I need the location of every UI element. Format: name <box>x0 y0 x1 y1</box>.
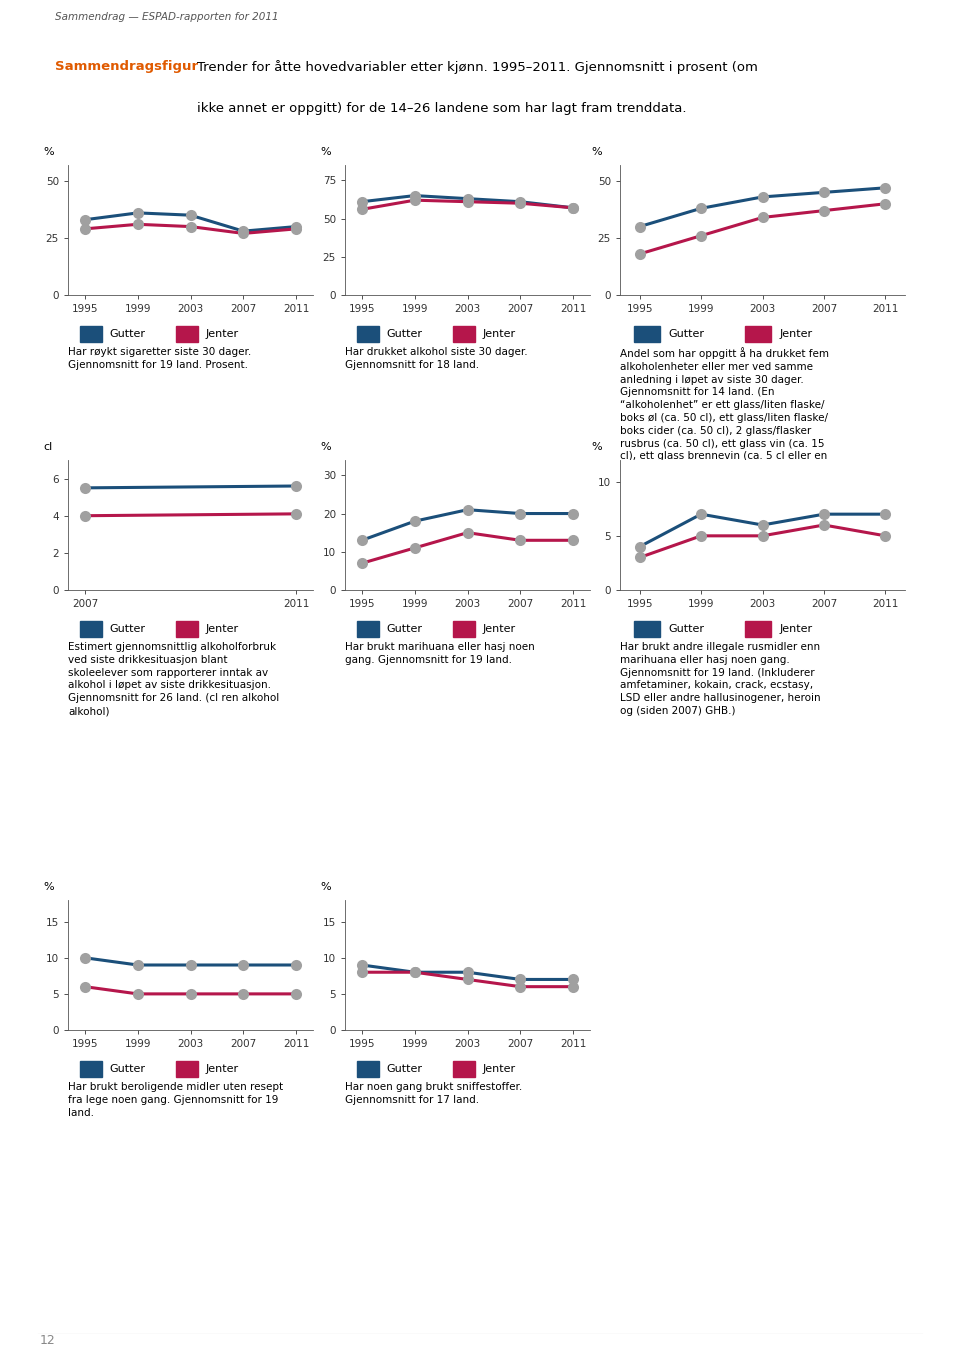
Text: %: % <box>43 147 54 157</box>
FancyBboxPatch shape <box>745 326 771 342</box>
Text: Trender for åtte hovedvariabler etter kjønn. 1995–2011. Gjennomsnitt i prosent (: Trender for åtte hovedvariabler etter kj… <box>197 59 757 74</box>
Text: Gutter: Gutter <box>387 625 422 634</box>
Text: Gutter: Gutter <box>109 1064 146 1073</box>
Text: Gutter: Gutter <box>387 329 422 339</box>
Text: Sammendrag — ESPAD-rapporten for 2011: Sammendrag — ESPAD-rapporten for 2011 <box>55 12 278 22</box>
Text: cl: cl <box>43 442 53 452</box>
Text: Jenter: Jenter <box>205 625 238 634</box>
Text: Jenter: Jenter <box>482 625 516 634</box>
Text: 12: 12 <box>40 1333 56 1347</box>
Text: Har brukt marihuana eller hasj noen
gang. Gjennomsnitt for 19 land.: Har brukt marihuana eller hasj noen gang… <box>345 642 535 665</box>
Text: %: % <box>43 883 54 892</box>
FancyBboxPatch shape <box>357 622 379 637</box>
Text: Har brukt andre illegale rusmidler enn
marihuana eller hasj noen gang.
Gjennomsn: Har brukt andre illegale rusmidler enn m… <box>620 642 821 717</box>
FancyBboxPatch shape <box>745 622 771 637</box>
Text: %: % <box>321 883 331 892</box>
FancyBboxPatch shape <box>176 622 198 637</box>
FancyBboxPatch shape <box>453 1061 475 1076</box>
FancyBboxPatch shape <box>81 326 103 342</box>
FancyBboxPatch shape <box>81 622 103 637</box>
Text: Gutter: Gutter <box>668 625 705 634</box>
Text: Jenter: Jenter <box>780 625 813 634</box>
Text: Har brukt beroligende midler uten resept
fra lege noen gang. Gjennomsnitt for 19: Har brukt beroligende midler uten resept… <box>68 1082 283 1118</box>
FancyBboxPatch shape <box>176 1061 198 1076</box>
FancyBboxPatch shape <box>635 622 660 637</box>
FancyBboxPatch shape <box>453 326 475 342</box>
Text: %: % <box>591 442 602 452</box>
Text: Har røykt sigaretter siste 30 dager.
Gjennomsnitt for 19 land. Prosent.: Har røykt sigaretter siste 30 dager. Gje… <box>68 347 252 370</box>
Text: Har noen gang brukt sniffestoffer.
Gjennomsnitt for 17 land.: Har noen gang brukt sniffestoffer. Gjenn… <box>345 1082 522 1105</box>
FancyBboxPatch shape <box>176 326 198 342</box>
Text: %: % <box>591 147 602 157</box>
Text: Gutter: Gutter <box>387 1064 422 1073</box>
Text: Jenter: Jenter <box>205 329 238 339</box>
FancyBboxPatch shape <box>357 1061 379 1076</box>
Text: Jenter: Jenter <box>780 329 813 339</box>
Text: %: % <box>321 147 331 157</box>
FancyBboxPatch shape <box>453 622 475 637</box>
Text: Estimert gjennomsnittlig alkoholforbruk
ved siste drikkesituasjon blant
skoleele: Estimert gjennomsnittlig alkoholforbruk … <box>68 642 279 717</box>
FancyBboxPatch shape <box>357 326 379 342</box>
FancyBboxPatch shape <box>635 326 660 342</box>
Text: ikke annet er oppgitt) for de 14–26 landene som har lagt fram trenddata.: ikke annet er oppgitt) for de 14–26 land… <box>197 101 686 115</box>
Text: Gutter: Gutter <box>109 329 146 339</box>
Text: %: % <box>321 442 331 452</box>
Text: Sammendragsfigur: Sammendragsfigur <box>55 59 198 73</box>
FancyBboxPatch shape <box>81 1061 103 1076</box>
Text: Gutter: Gutter <box>109 625 146 634</box>
Text: Gutter: Gutter <box>668 329 705 339</box>
Text: Jenter: Jenter <box>482 1064 516 1073</box>
Text: Jenter: Jenter <box>205 1064 238 1073</box>
Text: Har drukket alkohol siste 30 dager.
Gjennomsnitt for 18 land.: Har drukket alkohol siste 30 dager. Gjen… <box>345 347 528 370</box>
Text: Andel som har oppgitt å ha drukket fem
alkoholenheter eller mer ved samme
anledn: Andel som har oppgitt å ha drukket fem a… <box>620 347 829 475</box>
Text: Jenter: Jenter <box>482 329 516 339</box>
